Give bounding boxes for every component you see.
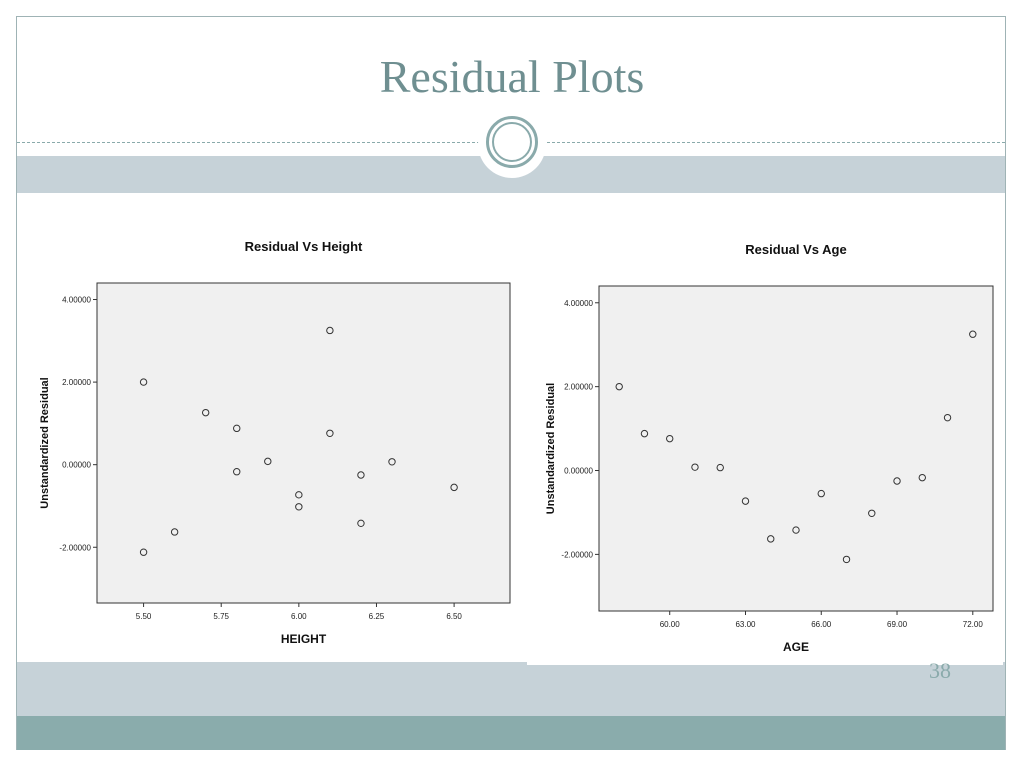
data-point: [767, 535, 775, 543]
data-point: [817, 489, 825, 498]
x-tick-label: 6.00: [291, 612, 307, 621]
x-tick-label: 5.75: [213, 612, 229, 621]
data-point: [264, 457, 272, 466]
bottom-band-dark: [17, 716, 1005, 750]
y-axis-label: Unstandardized Residual: [545, 383, 557, 514]
data-point: [139, 378, 148, 386]
data-point: [295, 491, 303, 499]
x-tick-label: 69.00: [887, 620, 908, 629]
bottom-band-light: [17, 662, 1005, 716]
data-point: [943, 413, 952, 422]
data-point: [640, 429, 649, 438]
divider-circle-inner: [492, 122, 532, 162]
x-axis-label: HEIGHT: [281, 632, 327, 646]
data-point: [450, 483, 458, 492]
y-tick-label: -2.00000: [561, 550, 593, 559]
x-tick-label: 6.25: [369, 612, 385, 621]
x-tick-label: 5.50: [136, 612, 152, 621]
y-tick-label: -2.00000: [59, 543, 91, 552]
data-point: [741, 497, 750, 505]
residual-vs-height-chart: Residual Vs Height HEIGHT Unstandardized R…: [39, 239, 511, 646]
plot-area: [598, 285, 994, 612]
data-point: [357, 519, 365, 528]
x-tick-label: 6.50: [446, 612, 462, 621]
data-point: [233, 424, 241, 433]
data-point: [716, 463, 724, 472]
age-chart-panel: Residual Vs Age AGE Unstandardized Residua…: [527, 195, 1003, 665]
chart-title: Residual Vs Height: [245, 239, 363, 254]
height-chart-panel: Residual Vs Height HEIGHT Unstandardized R…: [20, 193, 521, 661]
data-point: [615, 382, 623, 391]
y-tick-label: 2.00000: [564, 383, 593, 392]
plot-area: [96, 282, 511, 604]
data-point: [969, 330, 977, 338]
y-tick-label: 4.00000: [62, 296, 91, 305]
y-tick-label: 0.00000: [62, 461, 91, 470]
data-point: [868, 509, 876, 517]
data-point: [326, 429, 334, 437]
slide-number: 38: [929, 658, 951, 683]
data-point: [388, 458, 396, 466]
chart-title: Residual Vs Age: [745, 242, 846, 257]
data-point: [893, 477, 901, 485]
x-tick-label: 72.00: [963, 620, 984, 629]
data-point: [170, 528, 179, 536]
data-point: [918, 473, 926, 482]
slide-title: Residual Plots: [379, 51, 645, 102]
data-point: [326, 326, 334, 335]
x-tick-label: 60.00: [660, 620, 681, 629]
data-point: [295, 503, 303, 511]
data-point: [233, 467, 241, 476]
data-point: [139, 548, 148, 556]
data-point: [666, 434, 674, 443]
data-point: [691, 463, 699, 471]
data-point: [842, 555, 851, 564]
residual-vs-age-chart: Residual Vs Age AGE Unstandardized Residua…: [545, 242, 994, 654]
data-point: [201, 408, 210, 417]
x-tick-label: 63.00: [735, 620, 756, 629]
data-point: [357, 471, 365, 479]
y-tick-label: 2.00000: [62, 378, 91, 387]
y-tick-label: 4.00000: [564, 299, 593, 308]
data-point: [792, 526, 800, 534]
y-axis-label: Unstandardized Residual: [39, 377, 51, 508]
y-tick-label: 0.00000: [564, 467, 593, 476]
x-tick-label: 66.00: [811, 620, 832, 629]
x-axis-label: AGE: [783, 640, 809, 654]
